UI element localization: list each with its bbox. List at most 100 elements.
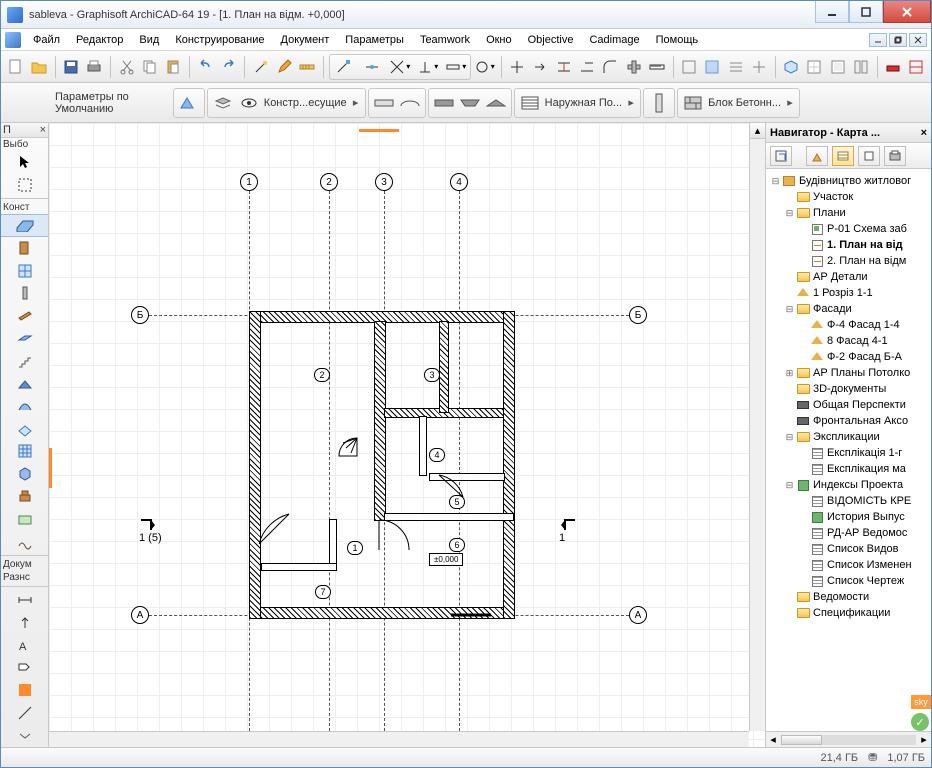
- tree-expand-icon[interactable]: ⊟: [784, 432, 795, 443]
- snap-rel-dd[interactable]: ▾: [444, 55, 468, 79]
- measure-button[interactable]: [297, 55, 318, 79]
- horizontal-scrollbar[interactable]: [49, 731, 749, 747]
- tree-item[interactable]: Ведомости: [766, 589, 931, 605]
- view-layout-button[interactable]: [850, 55, 871, 79]
- skylight-tool[interactable]: [1, 417, 48, 440]
- paste-button[interactable]: [162, 55, 183, 79]
- label-tool[interactable]: [1, 657, 48, 680]
- toggle-1[interactable]: [678, 55, 699, 79]
- navigator-close-icon[interactable]: ×: [921, 127, 927, 139]
- snap-intersect-dd[interactable]: ▾: [388, 55, 412, 79]
- tree-expand-icon[interactable]: ⊟: [784, 208, 795, 219]
- tree-item[interactable]: Список Изменен: [766, 557, 931, 573]
- mesh-tool[interactable]: [1, 530, 48, 553]
- tree-item[interactable]: 1 Розріз 1-1: [766, 285, 931, 301]
- tree-item[interactable]: ⊟Плани: [766, 205, 931, 221]
- adjust-button[interactable]: [576, 55, 597, 79]
- tree-item[interactable]: ⊟Фасади: [766, 301, 931, 317]
- menu-file[interactable]: Файл: [25, 32, 68, 48]
- tree-item[interactable]: История Выпус: [766, 509, 931, 525]
- menu-document[interactable]: Документ: [273, 32, 338, 48]
- vertical-scrollbar[interactable]: ▴: [749, 123, 765, 731]
- snap-edge-button[interactable]: [332, 55, 356, 79]
- nav-tab-project[interactable]: [806, 146, 828, 166]
- menu-teamwork[interactable]: Teamwork: [412, 32, 478, 48]
- tree-item[interactable]: РД-АР Ведомос: [766, 525, 931, 541]
- drawing-canvas[interactable]: 11223344 ААББ: [49, 123, 765, 747]
- roof-tool[interactable]: [1, 372, 48, 395]
- navigator-hscroll[interactable]: ◂ ▸: [766, 731, 931, 747]
- tree-item[interactable]: Фронтальная Аксо: [766, 413, 931, 429]
- window-tool[interactable]: [1, 259, 48, 282]
- toggle-2[interactable]: [702, 55, 723, 79]
- cadimage-1[interactable]: [882, 55, 903, 79]
- tree-item[interactable]: 8 Фасад 4-1: [766, 333, 931, 349]
- intersect-wall-button[interactable]: [623, 55, 644, 79]
- wall-form-group[interactable]: [428, 88, 512, 118]
- tree-item[interactable]: Список Чертеж: [766, 573, 931, 589]
- tree-item[interactable]: Експлікація 1-г: [766, 445, 931, 461]
- nav-tab-popup[interactable]: [770, 146, 792, 166]
- element-settings-button[interactable]: [173, 88, 205, 118]
- wall[interactable]: [419, 416, 427, 476]
- tree-item[interactable]: Ф-2 Фасад Б-А: [766, 349, 931, 365]
- tree-expand-icon[interactable]: ⊞: [784, 368, 795, 379]
- trim-button[interactable]: [507, 55, 528, 79]
- column-tool[interactable]: [1, 282, 48, 305]
- ruler-button[interactable]: [646, 55, 667, 79]
- zone-tool[interactable]: [1, 508, 48, 531]
- view-section-button[interactable]: [827, 55, 848, 79]
- tree-item[interactable]: ⊟Индексы Проекта: [766, 477, 931, 493]
- extend-button[interactable]: [530, 55, 551, 79]
- line-tool[interactable]: [1, 702, 48, 725]
- curtainwall-tool[interactable]: [1, 440, 48, 463]
- marquee-tool[interactable]: [1, 174, 48, 197]
- more-tool[interactable]: [1, 724, 48, 747]
- scroll-up-icon[interactable]: ▴: [750, 123, 765, 139]
- menu-help[interactable]: Помощь: [648, 32, 707, 48]
- toggle-3[interactable]: [725, 55, 746, 79]
- menu-options[interactable]: Параметры: [337, 32, 412, 48]
- nav-tab-layoutbook[interactable]: [858, 146, 880, 166]
- dimension-tool[interactable]: [1, 589, 48, 612]
- nav-tab-publisher[interactable]: [884, 146, 906, 166]
- fill-tool[interactable]: [1, 679, 48, 702]
- open-button[interactable]: [28, 55, 49, 79]
- tree-expand-icon[interactable]: ⊟: [784, 304, 795, 315]
- tree-item[interactable]: 3D-документы: [766, 381, 931, 397]
- skype-badge[interactable]: sky: [911, 695, 931, 709]
- morph-tool[interactable]: [1, 463, 48, 486]
- cadimage-2[interactable]: [906, 55, 927, 79]
- tree-item[interactable]: Ф-4 Фасад 1-4: [766, 317, 931, 333]
- text-tool[interactable]: A: [1, 634, 48, 657]
- close-button[interactable]: [883, 1, 931, 23]
- tree-item[interactable]: 2. План на відм: [766, 253, 931, 269]
- undo-button[interactable]: [195, 55, 216, 79]
- new-button[interactable]: [5, 55, 26, 79]
- redo-button[interactable]: [218, 55, 239, 79]
- tree-item[interactable]: ВІДОМІСТЬ КРЕ: [766, 493, 931, 509]
- wall[interactable]: [503, 311, 515, 619]
- wall[interactable]: [249, 311, 261, 619]
- wall-tool[interactable]: [1, 214, 48, 237]
- navigator-tree[interactable]: ⊟Будівництво житловогУчасток⊟ПланиР-01 С…: [766, 169, 931, 731]
- menu-view[interactable]: Вид: [131, 32, 167, 48]
- tree-item[interactable]: Р-01 Схема заб: [766, 221, 931, 237]
- toggle-4[interactable]: [748, 55, 769, 79]
- menu-window[interactable]: Окно: [478, 32, 520, 48]
- view-3d-button[interactable]: [780, 55, 801, 79]
- pen-button[interactable]: [273, 55, 294, 79]
- tree-expand-icon[interactable]: ⊟: [770, 176, 781, 187]
- snap-perp-dd[interactable]: ▾: [416, 55, 440, 79]
- view-plan-button[interactable]: [804, 55, 825, 79]
- door[interactable]: [259, 498, 307, 546]
- layer-dropdown[interactable]: Констр...есущие ▸: [207, 88, 366, 118]
- arrow-tool[interactable]: [1, 151, 48, 174]
- menu-objective[interactable]: Objective: [520, 32, 582, 48]
- tree-item[interactable]: ⊞АР Планы Потолко: [766, 365, 931, 381]
- minimize-button[interactable]: [815, 1, 849, 23]
- menu-edit[interactable]: Редактор: [68, 32, 131, 48]
- wall[interactable]: [329, 519, 337, 567]
- mdi-restore-button[interactable]: [889, 33, 907, 47]
- snapopt-dd[interactable]: ▾: [473, 55, 496, 79]
